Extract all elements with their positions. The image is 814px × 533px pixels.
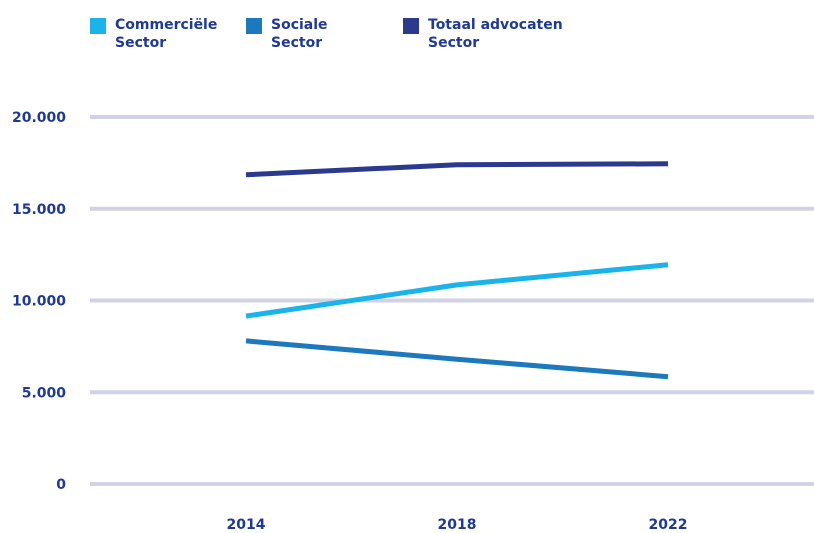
y-tick-label: 10.000 xyxy=(12,294,66,310)
series-line-0 xyxy=(245,262,669,319)
legend: Commerciële Sector Sociale Sector Totaal… xyxy=(0,16,814,66)
y-axis-ticks: 0 5.000 10.000 15.000 20.000 xyxy=(12,110,66,493)
legend-swatch-commerciele xyxy=(90,18,106,34)
y-tick-label: 5.000 xyxy=(22,385,67,401)
legend-swatch-sociale xyxy=(246,18,262,34)
x-axis-ticks: 2014 2018 2022 xyxy=(227,517,688,533)
x-tick-label: 2014 xyxy=(227,517,266,533)
y-tick-label: 15.000 xyxy=(12,202,66,218)
legend-label-totaal: Totaal advocaten Sector xyxy=(428,17,563,51)
series-line-2 xyxy=(245,161,669,178)
legend-item-totaal: Totaal advocaten Sector xyxy=(403,16,598,52)
series-lines xyxy=(245,161,669,380)
x-tick-label: 2018 xyxy=(438,517,477,533)
gridlines xyxy=(90,115,814,486)
legend-label-commerciele: Commerciële Sector xyxy=(115,17,218,51)
series-line-1 xyxy=(245,338,669,380)
x-tick-label: 2022 xyxy=(649,517,688,533)
y-tick-label: 20.000 xyxy=(12,110,66,126)
y-tick-label: 0 xyxy=(56,477,66,493)
legend-item-commerciele: Commerciële Sector xyxy=(90,16,265,52)
legend-item-sociale: Sociale Sector xyxy=(246,16,351,52)
legend-swatch-totaal xyxy=(403,18,419,34)
legend-label-sociale: Sociale Sector xyxy=(271,17,328,51)
